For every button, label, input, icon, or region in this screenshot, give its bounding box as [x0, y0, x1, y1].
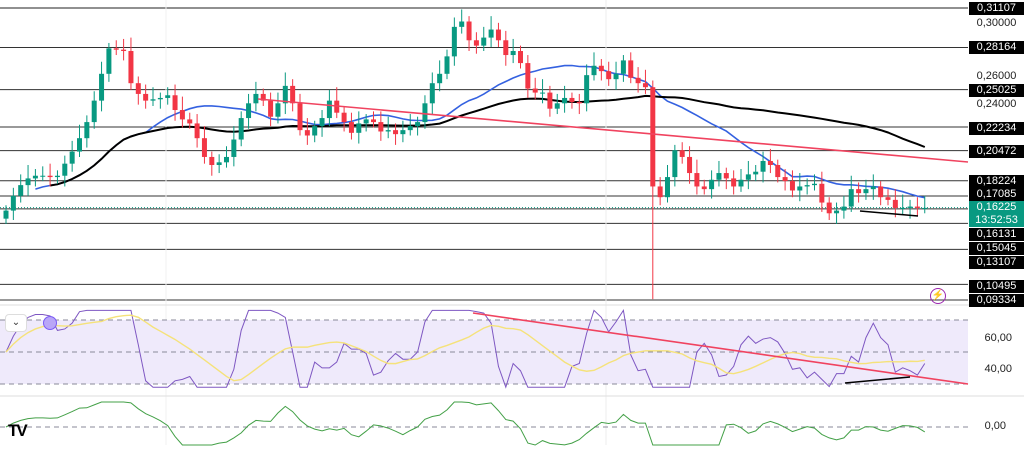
- level-label: 0,28164: [969, 41, 1024, 54]
- level-label: 0,09334: [969, 294, 1024, 307]
- level-label: 0,15045: [969, 242, 1024, 255]
- current-price: 0,16225: [976, 201, 1017, 213]
- momentum-tick-0: 0,00: [984, 420, 1006, 432]
- rsi-pane: [0, 304, 1024, 397]
- collapse-pane-button[interactable]: ⌄: [5, 314, 27, 332]
- level-label: 0,31107: [969, 2, 1024, 15]
- level-label: 0,13107: [969, 256, 1024, 269]
- rsi-tick-60: 60,00: [984, 332, 1012, 344]
- price-tick: 0,30000: [976, 17, 1017, 29]
- replay-icon[interactable]: [43, 316, 57, 330]
- tradingview-logo[interactable]: TV: [8, 421, 28, 440]
- level-label: 0,22234: [969, 122, 1024, 135]
- level-label: 0,16131: [969, 228, 1024, 241]
- rsi-tick-40: 40,00: [984, 363, 1012, 375]
- level-label: 0,10495: [969, 280, 1024, 293]
- price-tick: 0,24000: [976, 98, 1017, 110]
- level-label: 0,20472: [969, 145, 1024, 158]
- momentum-pane: [0, 401, 968, 446]
- level-label: 0,17085: [969, 188, 1024, 201]
- level-label: 0,18224: [969, 175, 1024, 188]
- moving-averages: [35, 64, 926, 199]
- level-label: 0,25025: [969, 84, 1024, 97]
- bar-countdown: 13:52:53: [975, 214, 1018, 226]
- trendlines: [257, 98, 969, 217]
- price-tick: 0,26000: [976, 70, 1017, 82]
- flash-icon[interactable]: ⚡: [930, 288, 946, 304]
- candlesticks: [3, 9, 928, 300]
- current-price-tag: 0,16225 13:52:53: [969, 201, 1024, 227]
